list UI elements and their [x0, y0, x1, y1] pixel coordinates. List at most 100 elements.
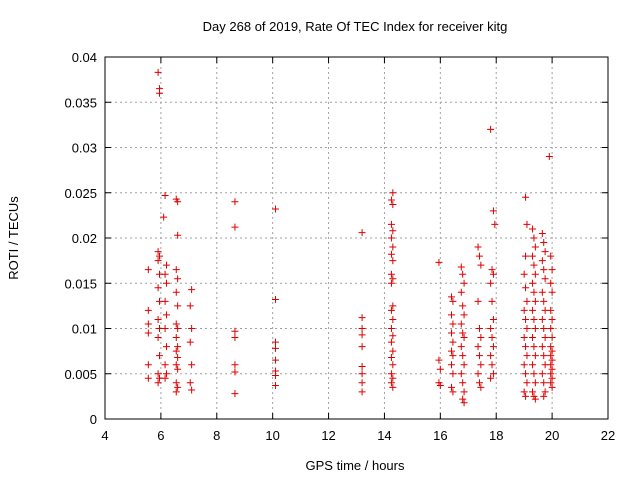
y-tick-label: 0.025: [64, 186, 97, 201]
data-point: [358, 314, 366, 322]
data-point: [144, 374, 152, 382]
data-point: [488, 266, 496, 274]
data-point: [488, 334, 496, 342]
y-tick-label: 0.005: [64, 367, 97, 382]
data-point: [172, 347, 180, 355]
data-point: [154, 257, 162, 265]
data-point: [530, 315, 538, 323]
data-point: [154, 284, 162, 292]
data-point: [547, 370, 555, 378]
data-point: [387, 325, 395, 332]
data-point: [547, 352, 555, 360]
data-point: [529, 388, 537, 396]
data-point: [538, 229, 546, 237]
data-point: [459, 302, 467, 310]
axis-ticks: 4 6 8 10 12 14 16 18 20 22 0 0.005 0.01 0.015 0.02 0.02…: [64, 50, 615, 443]
data-point: [530, 234, 538, 242]
x-axis-label: GPS time / hours: [306, 458, 405, 473]
data-point: [448, 383, 456, 391]
data-point: [529, 279, 537, 287]
data-point: [174, 343, 182, 351]
data-point: [457, 288, 465, 296]
data-point: [520, 388, 528, 396]
data-point: [540, 325, 548, 332]
data-point: [449, 370, 457, 378]
data-point: [174, 383, 182, 391]
data-point: [387, 250, 395, 258]
data-point: [387, 379, 395, 387]
data-point: [477, 334, 485, 342]
data-point: [389, 243, 397, 251]
data-point: [162, 311, 170, 319]
data-point: [174, 353, 182, 361]
data-point: [522, 252, 530, 260]
data-point: [172, 288, 180, 296]
data-point: [540, 266, 548, 274]
data-point: [174, 198, 182, 206]
data-point: [174, 275, 182, 283]
data-point: [548, 365, 556, 373]
data-point: [144, 329, 152, 337]
data-point: [460, 311, 468, 319]
x-tick-label: 6: [157, 428, 164, 443]
data-point: [389, 302, 397, 310]
data-point: [387, 196, 395, 204]
data-point: [520, 270, 528, 278]
data-point: [449, 320, 457, 328]
data-point: [389, 347, 397, 355]
data-point: [491, 220, 499, 228]
data-point: [161, 191, 169, 199]
data-point: [161, 361, 169, 369]
data-point: [174, 302, 182, 310]
data-point: [389, 332, 397, 340]
data-point: [474, 297, 482, 305]
data-point: [387, 306, 395, 314]
data-point: [475, 379, 483, 387]
data-point: [477, 261, 485, 269]
data-point: [529, 334, 537, 342]
data-point: [188, 325, 196, 332]
data-point: [172, 320, 180, 328]
data-point: [460, 279, 468, 287]
data-point: [358, 325, 366, 332]
data-point: [155, 89, 163, 97]
data-point: [231, 334, 239, 342]
data-point: [522, 370, 530, 378]
y-tick-label: 0.03: [72, 141, 97, 156]
data-point: [538, 257, 546, 265]
data-point: [186, 302, 194, 310]
data-point: [172, 388, 180, 396]
data-point: [530, 370, 538, 378]
data-point: [358, 363, 366, 371]
data-point: [358, 370, 366, 378]
data-point: [448, 347, 456, 355]
data-point: [547, 306, 555, 314]
data-point: [459, 379, 467, 387]
data-point: [387, 220, 395, 228]
data-point: [520, 334, 528, 342]
data-point: [531, 243, 539, 251]
data-point: [387, 279, 395, 287]
data-point: [548, 374, 556, 382]
data-point: [474, 343, 482, 351]
data-point: [541, 334, 549, 342]
data-point: [540, 297, 548, 305]
data-point: [154, 68, 162, 76]
data-point: [162, 279, 170, 287]
data-point: [271, 338, 279, 346]
data-point: [154, 370, 162, 378]
data-points: [144, 68, 556, 407]
data-point: [474, 370, 482, 378]
x-tick-label: 10: [265, 428, 279, 443]
data-point: [161, 297, 169, 305]
data-point: [457, 370, 465, 378]
data-point: [459, 329, 467, 337]
data-point: [155, 252, 163, 260]
data-point: [358, 343, 366, 351]
data-point: [547, 252, 555, 260]
data-point: [457, 343, 465, 351]
data-point: [487, 374, 495, 382]
data-point: [522, 193, 530, 201]
